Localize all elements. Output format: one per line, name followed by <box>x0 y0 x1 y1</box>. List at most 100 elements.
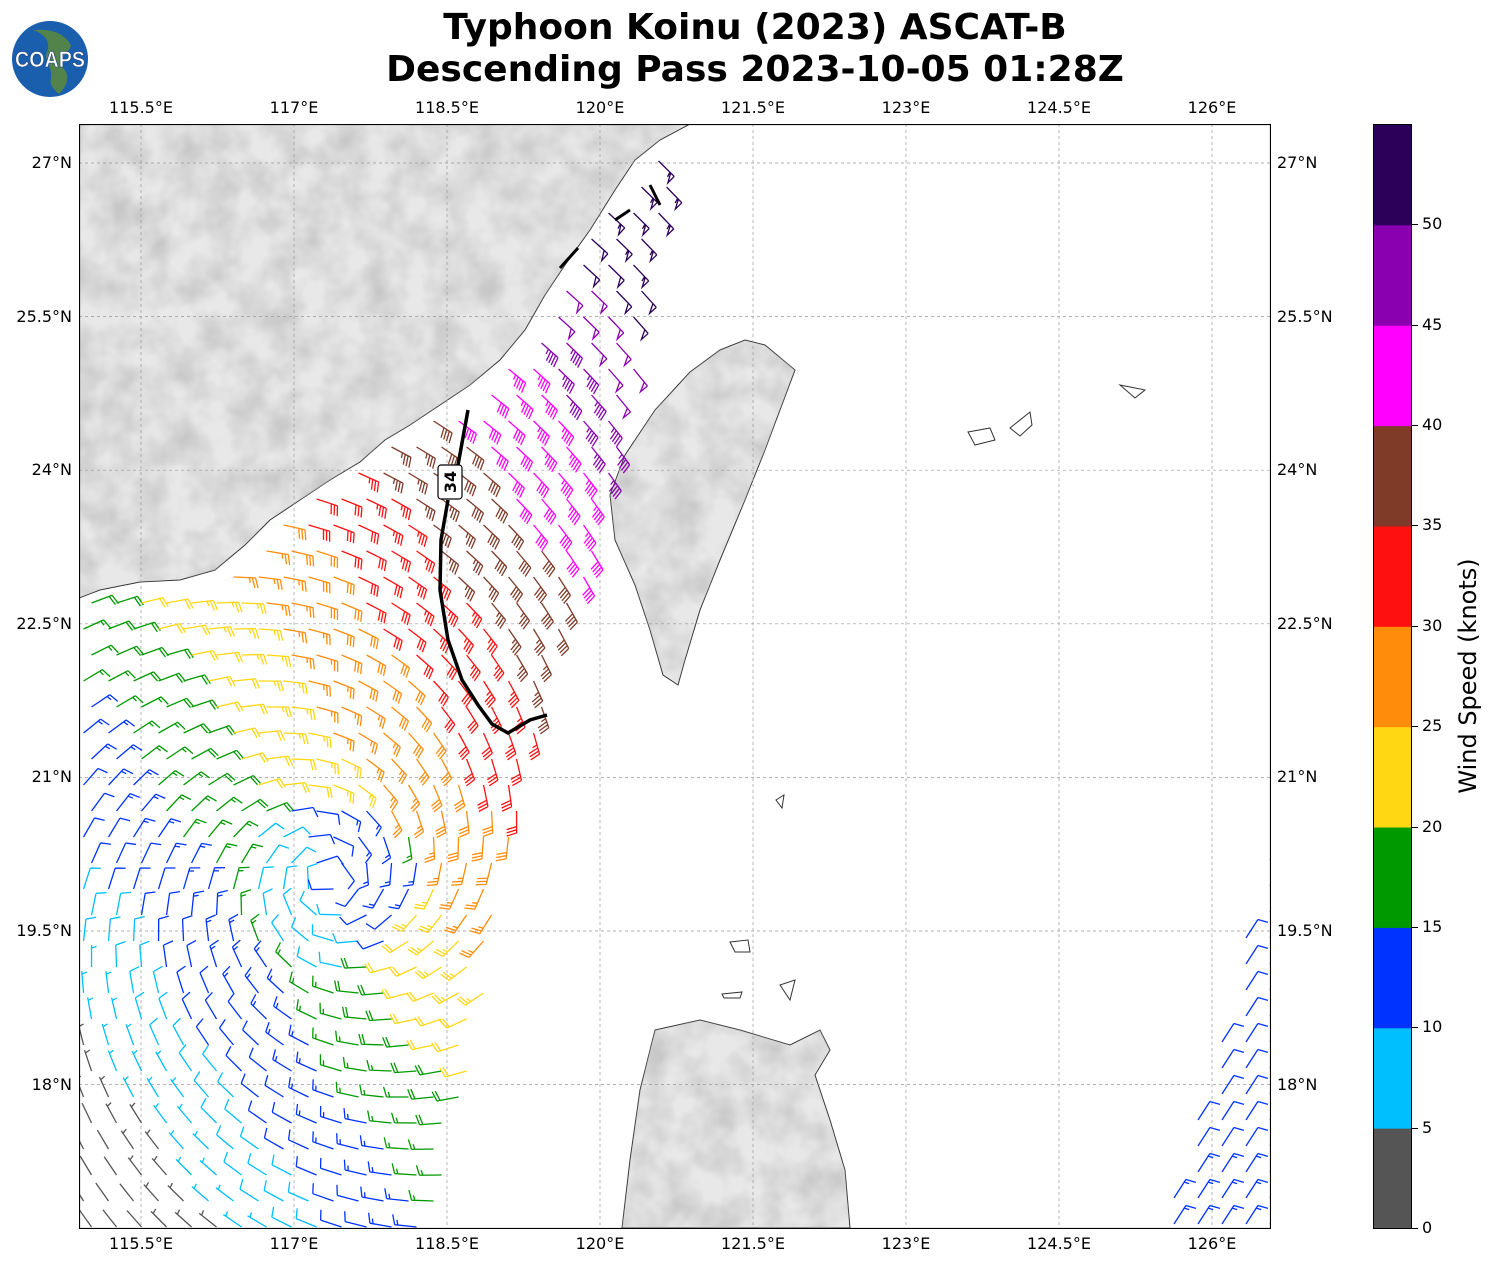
wind-barb <box>1245 1126 1269 1147</box>
wind-barb <box>528 732 541 761</box>
wind-barb <box>402 836 413 864</box>
wind-barb <box>382 1086 409 1098</box>
wind-barb <box>132 867 151 890</box>
wind-barb <box>316 602 339 620</box>
colorbar-tick: 20 <box>1422 816 1443 836</box>
wind-barb <box>141 793 166 812</box>
wind-barb <box>416 550 436 574</box>
colorbar-tick-mark <box>1412 224 1418 226</box>
colorbar-tick-mark <box>1412 625 1418 627</box>
wind-barb <box>91 743 117 760</box>
wind-barb <box>341 862 355 890</box>
wind-barb <box>291 758 317 771</box>
wind-barb <box>591 238 609 263</box>
wind-barb <box>216 651 244 663</box>
wind-barb <box>533 368 551 394</box>
wind-barb <box>225 1045 242 1072</box>
wind-barb <box>439 1018 467 1029</box>
wind-barb <box>215 889 228 916</box>
wind-barb <box>383 628 403 651</box>
wind-barb <box>132 817 156 838</box>
wind-barb <box>115 842 137 864</box>
lon-tick-top: 115.5°E <box>109 98 173 117</box>
wind-barb <box>491 550 508 577</box>
wind-barb <box>217 1072 234 1098</box>
wind-barb <box>336 1133 359 1150</box>
lat-tick-right: 21°N <box>1277 767 1318 787</box>
wind-barb <box>616 342 632 368</box>
wind-barb <box>167 1182 184 1202</box>
wind-barb <box>176 965 186 994</box>
wind-barb <box>222 965 235 994</box>
wind-barb <box>366 706 386 729</box>
wind-barb <box>248 1047 267 1072</box>
wind-barb <box>507 680 520 709</box>
wind-barb <box>591 290 608 316</box>
wind-barb <box>233 678 261 689</box>
wind-barb <box>240 889 252 916</box>
wind-barb <box>508 368 527 393</box>
wind-barb <box>431 1041 459 1053</box>
wind-barb <box>193 1071 210 1098</box>
lon-tick-top: 126°E <box>1187 98 1237 117</box>
wind-barb <box>443 914 468 934</box>
wind-barb <box>95 1182 110 1202</box>
wind-barb <box>105 1102 118 1124</box>
wind-barb <box>516 602 530 630</box>
wind-barb <box>223 1151 242 1176</box>
wind-barb <box>483 472 501 498</box>
wind-barb <box>240 1073 259 1098</box>
lat-tick-left: 24°N <box>31 460 72 480</box>
wind-barb <box>182 867 201 890</box>
wind-barb <box>591 498 605 526</box>
lon-tick-top: 123°E <box>881 98 931 117</box>
map-title-line1: Typhoon Koinu (2023) ASCAT-B <box>443 7 1067 48</box>
lat-tick-left: 25.5°N <box>16 306 72 326</box>
wind-barb <box>537 706 550 735</box>
lon-tick-bottom: 115.5°E <box>109 1234 173 1253</box>
wind-barb <box>333 524 355 544</box>
contour-34kt-north <box>558 184 662 270</box>
wind-barb <box>291 846 317 864</box>
wind-barb <box>241 703 269 715</box>
wind-barb <box>366 550 387 572</box>
colorbar-bin <box>1373 827 1412 928</box>
wind-barb <box>1245 996 1269 1017</box>
wind-barb <box>341 758 363 779</box>
wind-barb <box>296 946 317 968</box>
wind-barb <box>459 940 485 959</box>
wind-barb <box>441 706 456 734</box>
wind-barb <box>533 524 549 551</box>
lat-tick-right: 27°N <box>1277 153 1318 172</box>
wind-barb <box>181 991 193 1020</box>
colorbar-tick-mark <box>1412 826 1418 828</box>
colorbar-bin <box>1373 124 1412 226</box>
wind-barb <box>384 1188 409 1202</box>
wind-barb <box>191 747 219 760</box>
wind-barb <box>308 524 331 542</box>
lon-tick-bottom: 117°E <box>269 1234 319 1253</box>
coaps-logo: COAPS <box>12 21 88 97</box>
wind-barb <box>116 595 144 607</box>
wind-barb <box>616 446 631 474</box>
wind-barb <box>1197 1126 1221 1147</box>
wind-barb <box>134 991 145 1020</box>
wind-barb <box>239 1178 259 1202</box>
wind-barb <box>407 1139 434 1151</box>
terrain-shading <box>610 340 795 685</box>
wind-barb <box>308 732 332 748</box>
wind-barb <box>453 784 466 813</box>
wind-barb <box>1221 1048 1245 1069</box>
wind-barb <box>1245 1152 1269 1173</box>
wind-barb <box>391 654 411 678</box>
wind-barb <box>316 498 339 517</box>
wind-barb <box>481 732 493 761</box>
wind-barb <box>1197 1178 1221 1199</box>
wind-barb <box>333 576 355 596</box>
wind-barb <box>208 676 236 687</box>
wind-barb <box>102 1209 118 1228</box>
wind-barb <box>541 342 559 368</box>
wind-barb <box>464 888 485 910</box>
wind-barb <box>358 732 379 755</box>
colorbar-tick-mark <box>1412 525 1418 527</box>
